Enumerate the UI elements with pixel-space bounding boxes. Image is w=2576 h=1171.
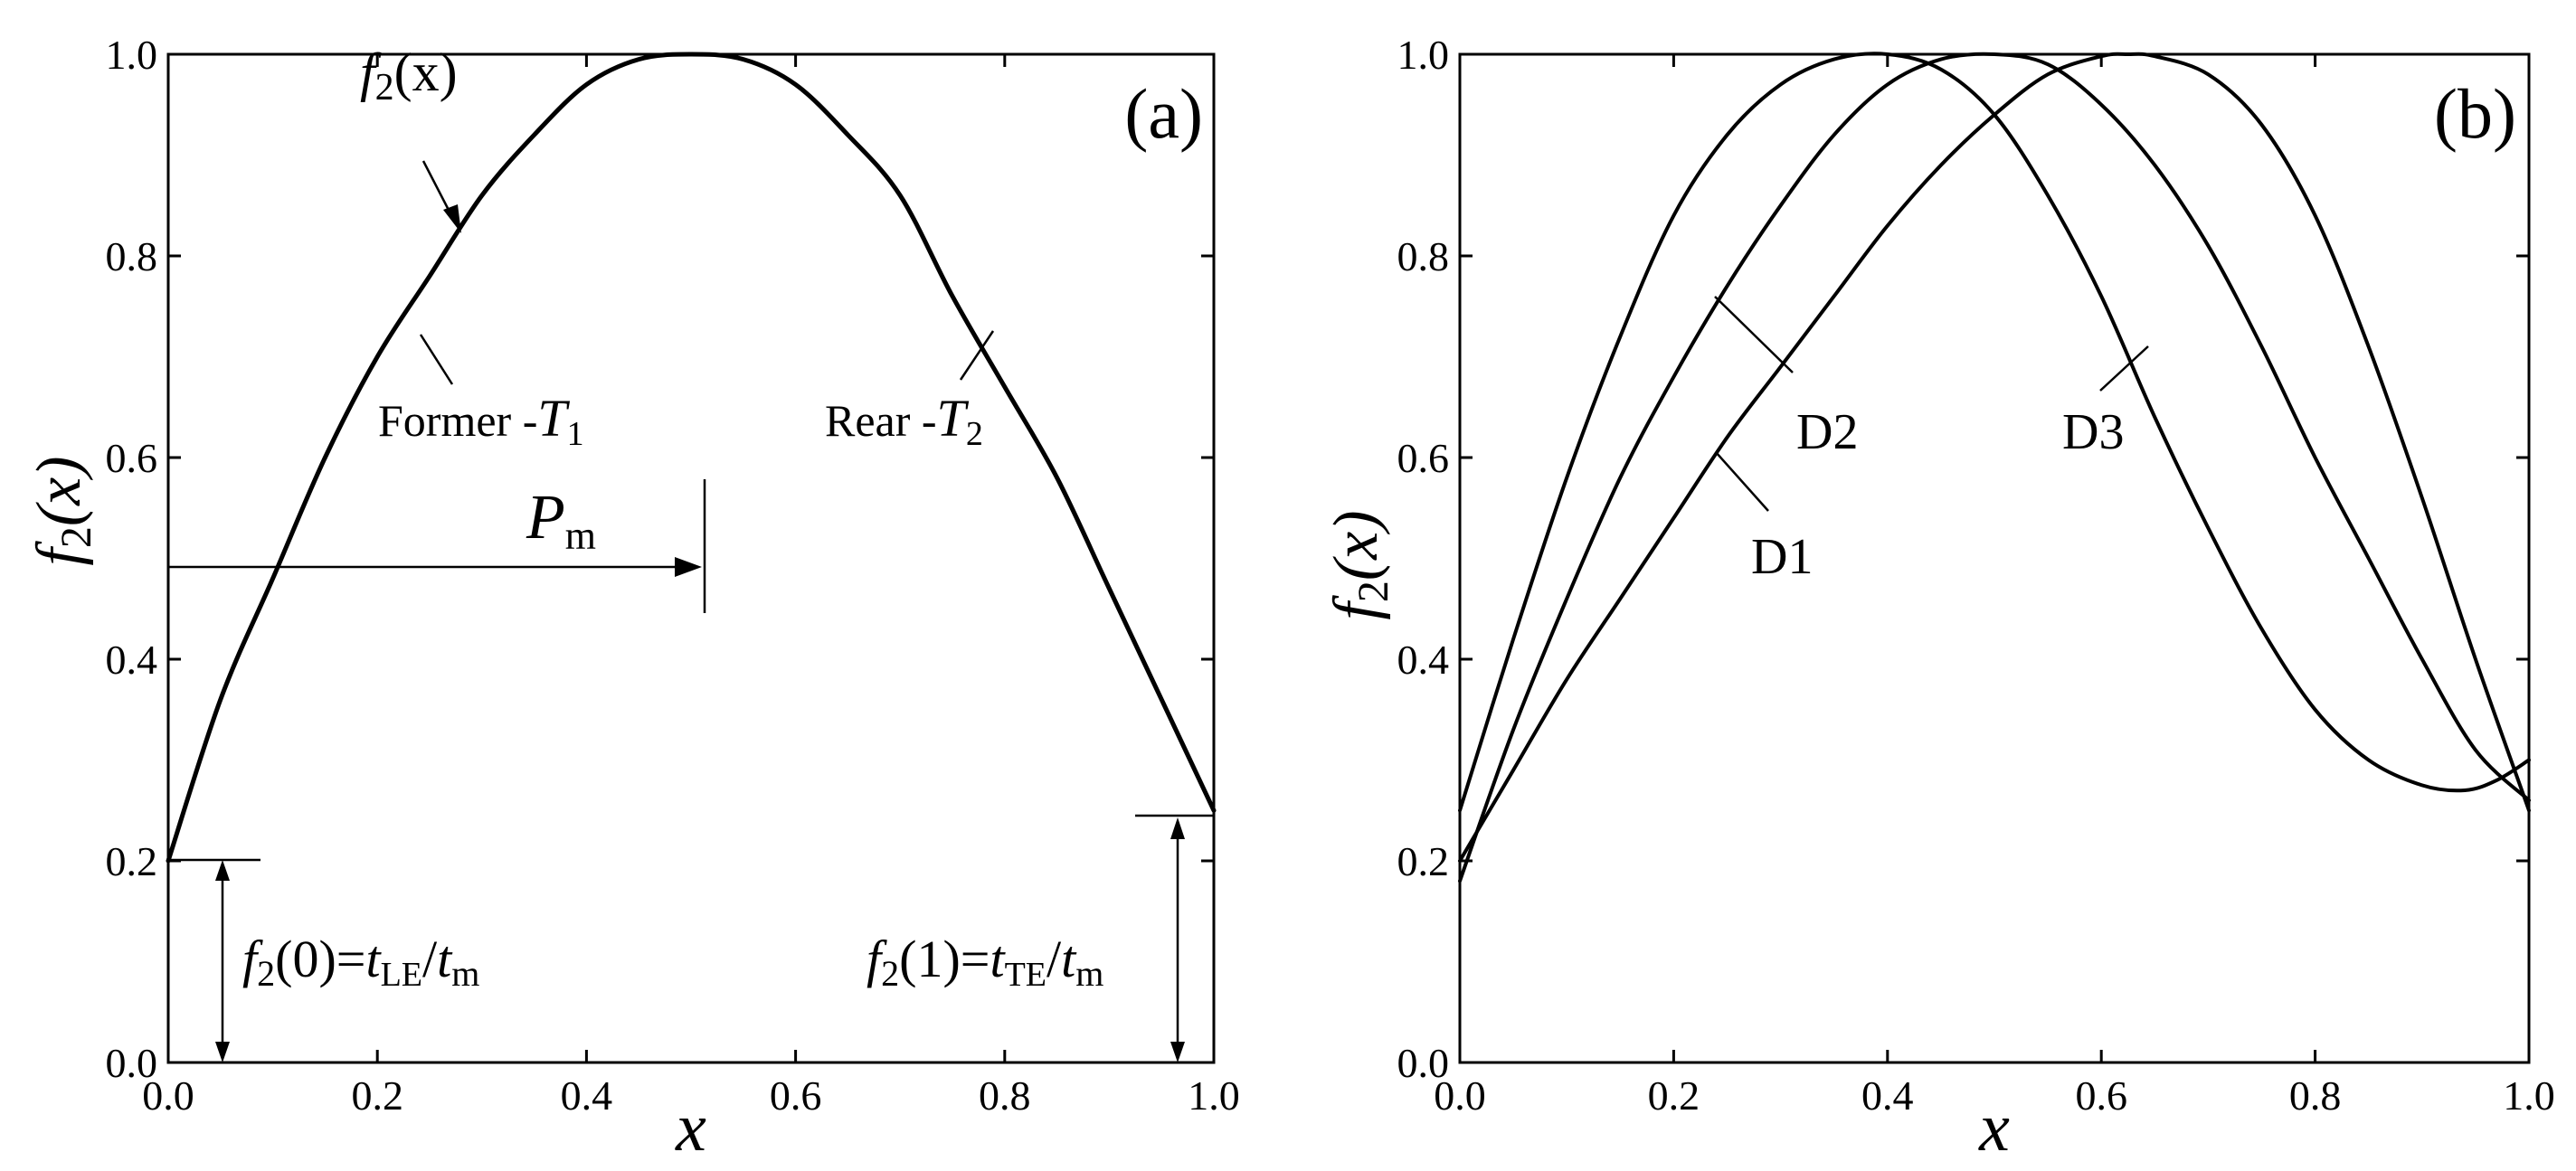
d1-label: D1 (1751, 529, 1813, 585)
panel-b: 0.0 0.2 0.4 0.6 0.8 1.0 0.0 0.2 0.4 0.6 0.8 1.0 f2(… (1321, 32, 2555, 1166)
x-tick-label-b: 0.0 (1434, 1072, 1486, 1119)
y-tick-label-a: 0.0 (106, 1040, 158, 1086)
x-tick-label-b: 0.8 (2289, 1072, 2342, 1119)
te-label: f2(1)=tTE/tm (867, 930, 1103, 994)
y-axis-label-b: f2(x) (1321, 510, 1397, 619)
curve-label-arrowhead (443, 204, 461, 233)
y-tick-label-b: 0.2 (1397, 838, 1450, 884)
d3-label: D3 (2062, 404, 2124, 460)
curve-label-f2: f2(x) (360, 42, 458, 109)
x-tick-label-a: 0.2 (351, 1072, 403, 1119)
ticks-a: 0.0 0.2 0.4 0.6 0.8 1.0 0.0 0.2 0.4 0.6 0.8 1.0 (106, 32, 1240, 1119)
x-tick-label-a: 0.6 (770, 1072, 822, 1119)
x-tick-label-a: 0.4 (561, 1072, 613, 1119)
x-axis-label-b: x (1978, 1090, 2010, 1166)
panel-label-a: (a) (1124, 74, 1203, 153)
d3-leader-line (2099, 345, 2149, 392)
curve-label-arrow-line (421, 160, 454, 218)
d2-leader-line (1714, 296, 1794, 373)
y-axis-label-a: f2(x) (24, 456, 100, 565)
y-tick-label-a: 0.6 (106, 435, 158, 481)
series-line-d1 (1458, 52, 2531, 863)
x-tick-label-b: 0.4 (1861, 1072, 1914, 1119)
y-tick-label-b: 1.0 (1397, 32, 1450, 78)
y-tick-label-a: 0.2 (106, 838, 158, 884)
d2-label: D2 (1796, 404, 1858, 460)
series-line-f2 (166, 52, 1217, 864)
x-tick-label-a: 0.8 (979, 1072, 1031, 1119)
series-line-d2 (1458, 52, 2531, 883)
x-tick-label-a: 1.0 (1188, 1072, 1240, 1119)
d1-leader-line (1715, 451, 1769, 512)
y-tick-label-b: 0.4 (1397, 637, 1450, 683)
te-arrowhead-bottom (1170, 1042, 1185, 1062)
x-tick-label-b: 1.0 (2503, 1072, 2555, 1119)
former-label: Former -T1 (378, 389, 584, 453)
x-tick-label-b: 0.2 (1648, 1072, 1700, 1119)
x-tick-label-b: 0.6 (2075, 1072, 2127, 1119)
le-arrowhead-bottom (215, 1042, 230, 1062)
y-tick-label-a: 1.0 (106, 32, 158, 78)
x-axis-label-a: x (675, 1090, 706, 1166)
pm-label: Pm (526, 483, 596, 558)
ticks-b: 0.0 0.2 0.4 0.6 0.8 1.0 0.0 0.2 0.4 0.6 0.8 1.0 (1397, 32, 2555, 1119)
y-tick-label-b: 0.0 (1397, 1040, 1450, 1086)
y-tick-label-a: 0.4 (106, 637, 158, 683)
plot-frame-a (166, 52, 1216, 1064)
panel-a: 0.0 0.2 0.4 0.6 0.8 1.0 0.0 0.2 0.4 0.6 0.8 1.0 f2(… (24, 32, 1240, 1166)
rear-leader-line (959, 330, 995, 381)
y-tick-label-b: 0.8 (1397, 233, 1450, 279)
le-label: f2(0)=tLE/tm (242, 930, 479, 994)
former-leader-line (419, 334, 454, 385)
le-arrowhead-top (215, 860, 230, 881)
series-group-b (1458, 52, 2531, 883)
te-arrowhead-top (1170, 817, 1185, 839)
series-line-d3 (1458, 52, 2531, 813)
y-tick-label-b: 0.6 (1397, 435, 1450, 481)
panel-label-b: (b) (2434, 74, 2516, 153)
pm-arrowhead (675, 557, 702, 577)
x-tick-label-a: 0.0 (142, 1072, 194, 1119)
y-tick-label-a: 0.8 (106, 233, 158, 279)
rear-label: Rear -T2 (825, 389, 983, 453)
